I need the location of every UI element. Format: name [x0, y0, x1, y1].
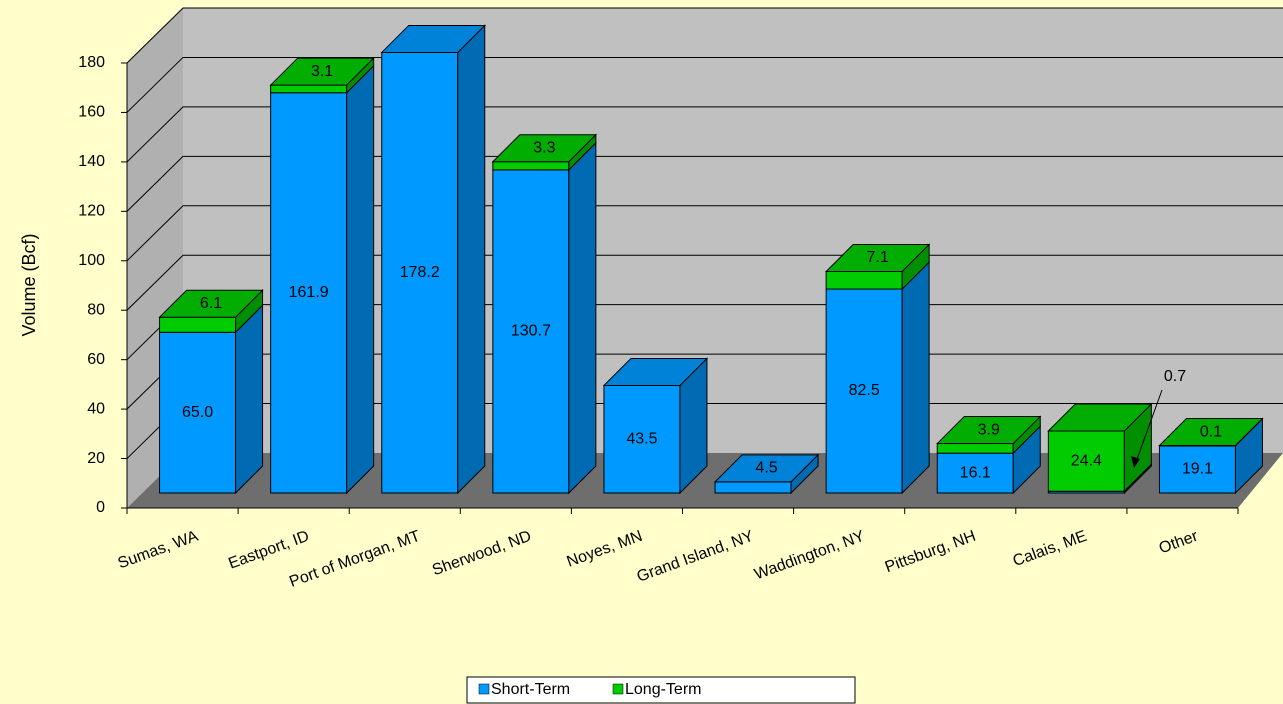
bar-segment [269, 56, 375, 94]
bar-segment [824, 243, 931, 291]
bar-segment [1047, 402, 1153, 493]
grid-line [126, 205, 1283, 262]
y-tick-label: 0 [96, 499, 105, 516]
bar-front [603, 384, 681, 494]
x-tick-label: Waddington, NY [752, 528, 867, 584]
bar-segment [492, 141, 597, 495]
x-tick-label: Eastport, ID [226, 528, 311, 573]
bar-front [1158, 445, 1236, 494]
bar-segment [936, 424, 1041, 495]
arrow-head [1131, 456, 1140, 468]
bar-top [380, 24, 486, 53]
bar-segment [825, 260, 930, 495]
bar-segment [1158, 417, 1263, 495]
bar-front [159, 316, 237, 333]
value-label: 24.4 [1071, 452, 1102, 469]
y-tick-label: 140 [78, 153, 105, 170]
bar-top [713, 454, 820, 483]
value-label: 82.5 [849, 382, 880, 399]
legend [466, 676, 856, 704]
value-label: 43.5 [626, 430, 657, 447]
bar-segment [380, 24, 486, 495]
y-tick-label: 80 [87, 301, 105, 318]
value-label: 7.1 [867, 249, 889, 266]
bar-segment [936, 415, 1042, 455]
legend-label: Short-Term [491, 681, 570, 698]
bar-front [492, 161, 570, 171]
legend-swatch [612, 683, 624, 695]
y-tick-label: 120 [78, 203, 105, 220]
grid-line [126, 106, 1283, 163]
bar-top [602, 357, 709, 386]
legend-items: Short-Term Long-Term [478, 681, 701, 698]
bar-front [270, 92, 348, 494]
bar-front [825, 270, 903, 290]
bar-segment [602, 357, 709, 495]
bar-top [1047, 403, 1153, 432]
bar-top [491, 134, 598, 163]
y-tick-label: 180 [78, 54, 105, 71]
bar-side [346, 64, 375, 495]
value-label: 65.0 [182, 404, 213, 421]
bar-segment [270, 64, 375, 495]
bar-side [235, 304, 264, 495]
y-tick-label: 60 [87, 351, 105, 368]
y-tick-label: 160 [78, 104, 105, 121]
bar-top [158, 289, 264, 318]
bar-segment [158, 289, 264, 334]
value-label: 0.7 [1164, 368, 1186, 385]
legend-label: Long-Term [625, 681, 701, 698]
bar-segment [1158, 417, 1264, 447]
legend-swatch [478, 683, 490, 695]
y-tick-label: 100 [78, 252, 105, 269]
bar-side [901, 260, 930, 495]
bar-segment [713, 453, 820, 495]
x-tick-label: Sherwood, ND [430, 528, 534, 580]
bar-front [381, 51, 459, 494]
grid-line [126, 155, 1283, 212]
value-label: 3.1 [311, 63, 333, 80]
value-label: 19.1 [1182, 461, 1213, 478]
y-tick-label: 20 [87, 450, 105, 467]
bar-side [568, 141, 597, 495]
bar-front [936, 443, 1014, 454]
y-tick-label: 40 [87, 400, 105, 417]
bar-segment [491, 133, 598, 172]
value-label: 0.1 [1200, 423, 1222, 440]
x-tick-label: Pittsburg, NH [883, 528, 978, 577]
value-label: 178.2 [400, 264, 440, 281]
x-tick-label: Sumas, WA [116, 528, 201, 573]
bar-front [1047, 430, 1125, 492]
bar-front [825, 288, 903, 494]
value-label: 130.7 [511, 323, 551, 340]
value-label: 3.3 [533, 139, 555, 156]
bar-top [269, 57, 375, 86]
value-label: 161.9 [289, 284, 329, 301]
value-label: 4.5 [755, 460, 777, 477]
bar-front [270, 84, 348, 94]
bar-top [824, 243, 931, 272]
bar-front [159, 331, 237, 494]
x-tick-label: Calais, ME [1011, 528, 1090, 570]
bar-segment [159, 304, 264, 495]
value-label: 16.1 [960, 464, 991, 481]
bar-side [457, 24, 486, 495]
grid-line [126, 56, 1283, 113]
bar-top [1158, 418, 1264, 447]
x-tick-label: Noyes, MN [565, 528, 645, 571]
bar-front [492, 169, 570, 494]
value-label: 3.9 [978, 421, 1000, 438]
bars [158, 24, 1264, 495]
value-label: 6.1 [200, 295, 222, 312]
x-tick-label: Other [1157, 528, 1201, 558]
bar-top [936, 416, 1042, 445]
bar-front [714, 481, 792, 494]
annotation-arrow [1135, 389, 1163, 463]
grid-line [126, 7, 1283, 64]
x-tick-label: Grand Island, NY [635, 528, 756, 586]
y-axis-title: Volume (Bcf) [19, 233, 39, 336]
